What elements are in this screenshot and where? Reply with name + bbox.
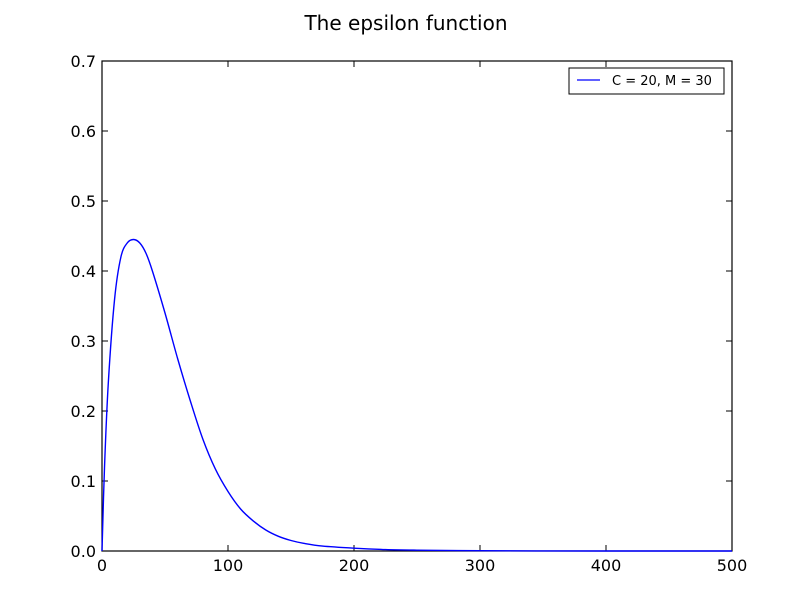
series-layer: [101, 238, 732, 552]
y-tick-label: 0.1: [71, 472, 96, 491]
legend-label: C = 20, M = 30: [612, 74, 712, 89]
legend-box: [568, 67, 725, 95]
y-tick-label: 0.6: [71, 122, 96, 141]
legend: C = 20, M = 30: [568, 67, 725, 95]
x-tick-label: 200: [339, 556, 370, 575]
x-tick-label: 0: [97, 556, 107, 575]
y-tick-label: 0.0: [71, 542, 96, 561]
plot-area: [101, 60, 733, 552]
y-tick-label: 0.4: [71, 262, 96, 281]
chart-title: The epsilon function: [303, 11, 507, 35]
y-tick-label: 0.5: [71, 192, 96, 211]
series-line: [101, 238, 732, 552]
x-tick-label: 300: [465, 556, 496, 575]
x-tick-label: 500: [717, 556, 748, 575]
y-tick-label: 0.7: [71, 52, 96, 71]
y-tick-label: 0.3: [71, 332, 96, 351]
axis-ticks: 0 100 200 300 400 500 0.0 0.1 0.2 0.3 0.4 0.5 0.6 0.7: [71, 52, 748, 575]
plot-frame: [101, 60, 733, 552]
y-tick-label: 0.2: [71, 402, 96, 421]
x-tick-label: 400: [591, 556, 622, 575]
x-tick-label: 100: [213, 556, 244, 575]
